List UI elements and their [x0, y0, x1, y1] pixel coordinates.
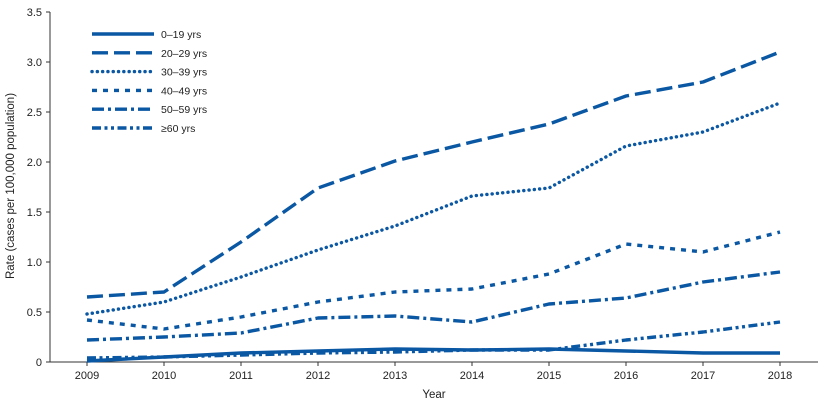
y-tick-label: 1.0 — [27, 257, 42, 269]
x-tick-label: 2011 — [229, 370, 253, 382]
series-line-3 — [86, 230, 781, 331]
y-tick-label: 1.5 — [27, 207, 42, 219]
series-line-2 — [85, 101, 782, 316]
y-tick-label: 3.5 — [27, 7, 42, 19]
y-tick-label: 2.5 — [27, 107, 42, 119]
axes: 0 0.5 1.0 1.5 2.0 2.5 3.0 3.5 2009 2010 2011 2012 20… — [27, 7, 818, 382]
x-tick-label: 2018 — [768, 370, 792, 382]
y-tick-label: 2.0 — [27, 157, 42, 169]
x-tick-label: 2016 — [614, 370, 638, 382]
series-line-1 — [86, 50, 781, 299]
series-line-4 — [86, 270, 781, 342]
series-group — [85, 50, 782, 363]
x-axis-title: Year — [422, 389, 445, 401]
y-tick-label: 0 — [36, 357, 42, 369]
x-tick-label: 2012 — [306, 370, 330, 382]
series-line-5 — [86, 320, 781, 360]
legend: 0–19 yrs 20–29 yrs 30–39 yrs 40–49 yrs 50–59… — [90, 29, 207, 135]
legend-label-4: 50–59 yrs — [161, 104, 207, 116]
legend-label-0: 0–19 yrs — [161, 29, 201, 41]
y-tick-label: 0.5 — [27, 307, 42, 319]
x-tick-label: 2017 — [691, 370, 715, 382]
y-axis-title: Rate (cases per 100,000 population) — [5, 93, 17, 279]
legend-label-2: 30–39 yrs — [161, 67, 207, 79]
x-tick-label: 2014 — [460, 370, 484, 382]
legend-label-5: ≥60 yrs — [161, 123, 195, 135]
x-tick-label: 2013 — [383, 370, 407, 382]
x-tick-label: 2015 — [537, 370, 561, 382]
legend-label-1: 20–29 yrs — [161, 48, 207, 60]
y-tick-label: 3.0 — [27, 57, 42, 69]
legend-label-3: 40–49 yrs — [161, 85, 207, 97]
x-tick-label: 2010 — [152, 370, 176, 382]
x-tick-label: 2009 — [75, 370, 99, 382]
